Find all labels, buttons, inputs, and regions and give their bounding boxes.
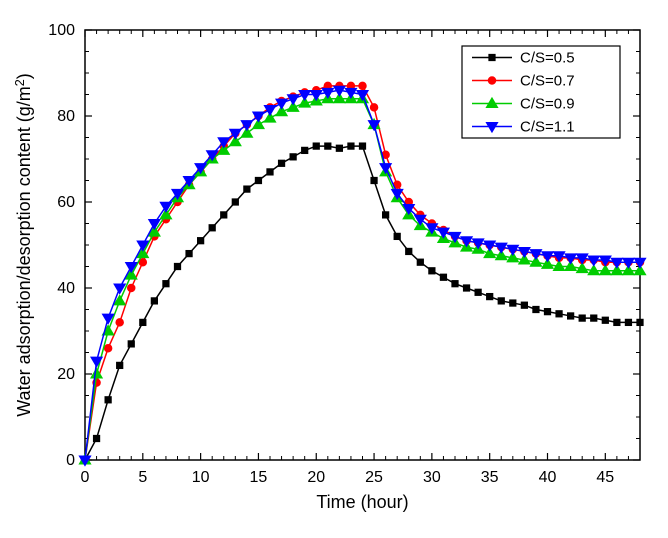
data-marker bbox=[625, 319, 631, 325]
line-chart: 0 5 10 15 20 25 30 35 40 45 0 20 40 60 80 100 Time (hour… bbox=[0, 0, 668, 538]
data-marker bbox=[498, 298, 504, 304]
data-marker bbox=[105, 397, 111, 403]
data-marker bbox=[116, 319, 124, 327]
xtick-label: 35 bbox=[481, 469, 499, 486]
data-marker bbox=[174, 263, 180, 269]
data-marker bbox=[104, 344, 112, 352]
data-marker bbox=[614, 319, 620, 325]
data-marker bbox=[394, 233, 400, 239]
data-marker bbox=[151, 298, 157, 304]
data-marker bbox=[244, 186, 250, 192]
data-marker bbox=[637, 319, 643, 325]
xtick-label: 5 bbox=[138, 469, 147, 486]
data-marker bbox=[383, 212, 389, 218]
xtick-label: 15 bbox=[250, 469, 268, 486]
legend-label: C/S=0.5 bbox=[520, 50, 575, 67]
legend-label: C/S=1.1 bbox=[520, 119, 575, 136]
data-marker bbox=[568, 313, 574, 319]
data-marker bbox=[556, 311, 562, 317]
x-axis-label: Time (hour) bbox=[316, 492, 408, 512]
ytick-label: 0 bbox=[66, 452, 75, 469]
data-marker bbox=[336, 145, 342, 151]
data-marker bbox=[602, 317, 608, 323]
data-marker bbox=[267, 169, 273, 175]
data-marker bbox=[579, 315, 585, 321]
data-marker bbox=[359, 82, 367, 90]
xtick-label: 20 bbox=[307, 469, 325, 486]
ytick-label: 20 bbox=[57, 366, 75, 383]
data-marker bbox=[370, 104, 378, 112]
data-marker bbox=[440, 274, 446, 280]
xtick-label: 10 bbox=[192, 469, 210, 486]
data-marker bbox=[278, 160, 284, 166]
ytick-label: 40 bbox=[57, 280, 75, 297]
ytick-label: 100 bbox=[48, 22, 75, 39]
data-marker bbox=[290, 154, 296, 160]
xtick-label: 0 bbox=[81, 469, 90, 486]
ytick-label: 80 bbox=[57, 108, 75, 125]
data-marker bbox=[209, 225, 215, 231]
data-marker bbox=[128, 284, 136, 292]
data-marker bbox=[544, 309, 550, 315]
xtick-label: 25 bbox=[365, 469, 383, 486]
data-marker bbox=[221, 212, 227, 218]
data-marker bbox=[232, 199, 238, 205]
data-marker bbox=[313, 143, 319, 149]
data-marker bbox=[417, 259, 423, 265]
data-marker bbox=[325, 143, 331, 149]
data-marker bbox=[163, 281, 169, 287]
data-marker bbox=[406, 248, 412, 254]
data-marker bbox=[452, 281, 458, 287]
data-marker bbox=[487, 293, 493, 299]
data-marker bbox=[348, 143, 354, 149]
data-marker bbox=[371, 177, 377, 183]
legend-label: C/S=0.7 bbox=[520, 73, 575, 90]
data-marker bbox=[463, 285, 469, 291]
data-marker bbox=[93, 435, 99, 441]
data-marker bbox=[117, 362, 123, 368]
data-marker bbox=[140, 319, 146, 325]
legend-label: C/S=0.9 bbox=[520, 96, 575, 113]
data-marker bbox=[255, 177, 261, 183]
data-marker bbox=[359, 143, 365, 149]
y-axis-label: Water adsorption/desorption content (g/m… bbox=[13, 73, 34, 417]
data-marker bbox=[429, 268, 435, 274]
data-marker bbox=[489, 54, 495, 60]
data-marker bbox=[510, 300, 516, 306]
data-marker bbox=[198, 238, 204, 244]
xtick-label: 40 bbox=[539, 469, 557, 486]
data-marker bbox=[591, 315, 597, 321]
data-marker bbox=[475, 289, 481, 295]
data-marker bbox=[488, 77, 496, 85]
data-marker bbox=[302, 147, 308, 153]
ytick-label: 60 bbox=[57, 194, 75, 211]
data-marker bbox=[186, 250, 192, 256]
data-marker bbox=[533, 306, 539, 312]
xtick-label: 30 bbox=[423, 469, 441, 486]
xtick-label: 45 bbox=[596, 469, 614, 486]
data-marker bbox=[128, 341, 134, 347]
data-marker bbox=[521, 302, 527, 308]
